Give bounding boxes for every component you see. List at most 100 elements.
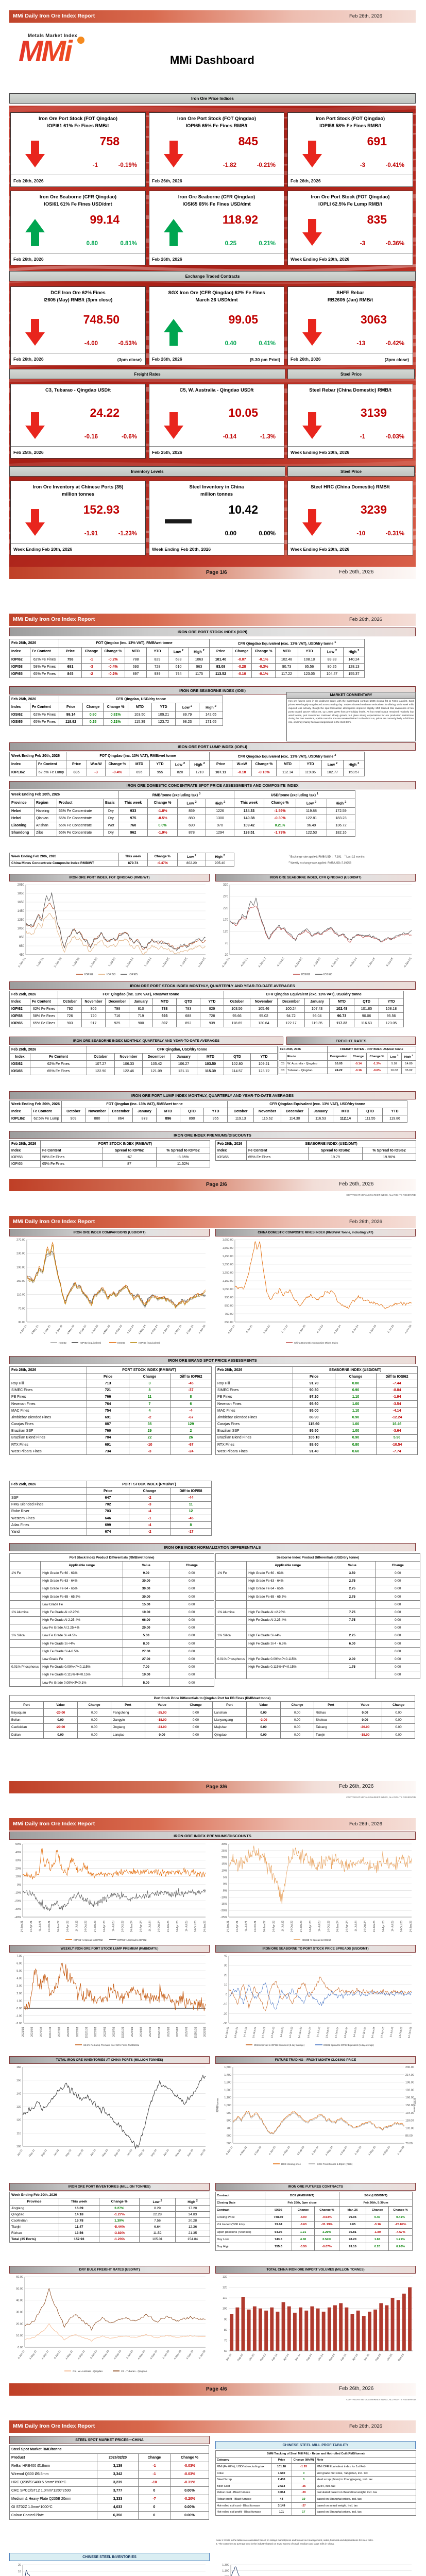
svg-text:IOSI65: IOSI65 [117,1342,125,1345]
svg-text:70.00: 70.00 [405,2142,413,2145]
svg-text:14-Apr-22: 14-Apr-22 [270,2026,276,2038]
svg-text:1,200: 1,200 [224,2089,231,2092]
svg-text:14-Apr-21: 14-Apr-21 [30,1921,33,1932]
svg-text:650.00: 650.00 [225,1321,233,1324]
svg-text:-30: -30 [223,2022,227,2025]
svg-text:14-Apr-25: 14-Apr-25 [380,2026,385,2038]
svg-text:IOPI58: IOPI58 [107,973,115,976]
svg-text:600: 600 [227,2134,231,2138]
svg-text:14-Apr-24: 14-Apr-24 [344,2026,349,2038]
svg-text:14-Apr-21: 14-Apr-21 [236,1921,239,1932]
svg-text:100: 100 [223,2308,227,2311]
svg-text:14-Oct-21: 14-Oct-21 [252,2026,257,2038]
svg-text:14-Apr-22: 14-Apr-22 [66,1921,70,1932]
svg-text:2025/4/1: 2025/4/1 [176,2027,179,2037]
svg-text:14-Jan-21: 14-Jan-21 [21,1921,24,1933]
svg-text:14-Jul-25: 14-Jul-25 [185,1921,189,1931]
svg-text:IOSI62: IOSI62 [301,973,310,976]
svg-text:1850: 1850 [18,892,25,895]
svg-text:130: 130 [223,2276,227,2279]
svg-text:14-Jul-24: 14-Jul-24 [149,1921,152,1931]
svg-text:1,400: 1,400 [224,2074,231,2077]
svg-text:14-Oct-25: 14-Oct-25 [194,1921,197,1932]
svg-text:18: 18 [18,2570,21,2573]
svg-text:14-Oct-24: 14-Oct-24 [158,1921,161,1932]
svg-text:-30%: -30% [14,1908,21,1911]
svg-text:-20: -20 [223,2012,227,2015]
svg-text:0%: 0% [223,1883,227,1886]
svg-text:800: 800 [227,2120,231,2123]
svg-text:5%: 5% [223,1876,227,1879]
svg-text:0.00: 0.00 [18,2346,23,2349]
svg-text:230.00: 230.00 [405,2066,414,2069]
svg-text:110.00: 110.00 [17,1294,25,1297]
svg-text:70: 70 [224,2339,227,2342]
svg-text:166.00: 166.00 [405,2096,414,2099]
svg-text:950.00: 950.00 [225,1296,233,1299]
svg-text:10%: 10% [15,1875,21,1878]
svg-text:14-Oct-22: 14-Oct-22 [84,1921,88,1932]
svg-text:14-Jul-23: 14-Jul-23 [318,1921,321,1931]
svg-text:70: 70 [225,942,228,945]
svg-text:2021/7/1: 2021/7/1 [40,2027,43,2037]
svg-text:14-Jan-23: 14-Jan-23 [300,1921,303,1933]
svg-text:1,500: 1,500 [224,2066,231,2069]
svg-text:0.00: 0.00 [16,2007,22,2010]
svg-text:160: 160 [16,2066,21,2069]
svg-text:14-Jan-26: 14-Jan-26 [407,2026,413,2038]
svg-text:14-Jul-21: 14-Jul-21 [39,1921,42,1931]
svg-text:IOSI62: IOSI62 [59,1342,66,1345]
svg-text:14-Apr-24: 14-Apr-24 [346,1921,349,1932]
svg-text:14-Apr-25: 14-Apr-25 [176,1921,179,1932]
svg-text:14-Jan-25: 14-Jan-25 [373,1921,376,1933]
svg-text:110: 110 [16,2132,21,2135]
svg-text:RMB/tonne: RMB/tonne [216,2098,219,2112]
svg-text:14-Jan-26: 14-Jan-26 [203,1921,207,1933]
svg-text:1650: 1650 [18,901,25,904]
svg-text:14-Jul-22: 14-Jul-22 [280,2026,285,2038]
svg-text:-2.00: -2.00 [15,2022,22,2025]
svg-text:4.00: 4.00 [16,1977,22,1980]
svg-text:2022/7/1: 2022/7/1 [76,2027,79,2037]
svg-text:14-Apr-25: 14-Apr-25 [382,1921,385,1932]
svg-text:-10%: -10% [14,1892,21,1895]
svg-text:118.00: 118.00 [405,2120,414,2123]
svg-text:270.00: 270.00 [16,1239,25,1242]
svg-text:-10: -10 [223,2003,227,2006]
svg-text:30: 30 [224,1964,227,1968]
svg-text:14-Jul-22: 14-Jul-22 [76,1921,79,1931]
svg-text:30.00: 30.00 [16,2311,23,2314]
svg-text:100: 100 [16,2145,21,2148]
svg-text:2026/1/1: 2026/1/1 [203,2027,207,2037]
svg-text:2023/1/1: 2023/1/1 [94,2027,97,2037]
svg-text:USD/tonne: USD/tonne [413,2098,416,2112]
svg-text:134.00: 134.00 [405,2112,414,2115]
svg-text:2022/1/1: 2022/1/1 [58,2027,61,2037]
svg-text:1,100: 1,100 [222,2570,229,2573]
svg-text:14-Jan-24: 14-Jan-24 [336,1921,339,1933]
svg-text:-40%: -40% [14,1916,21,1919]
svg-text:1250: 1250 [18,919,25,922]
svg-text:14-Jul-25: 14-Jul-25 [389,2026,395,2038]
svg-text:IOPI62 (equivalent): IOPI62 (equivalent) [80,1342,101,1345]
svg-text:120: 120 [223,2286,227,2290]
svg-text:102.00: 102.00 [405,2127,414,2130]
svg-text:650: 650 [19,945,25,948]
svg-text:450: 450 [19,954,25,957]
svg-text:1,150.00: 1,150.00 [223,1280,233,1283]
svg-text:14-Apr-23: 14-Apr-23 [103,1921,106,1932]
svg-text:7.00: 7.00 [16,1955,22,1958]
svg-text:140: 140 [16,2092,21,2095]
svg-text:10%: 10% [221,1870,227,1873]
svg-text:14-Oct-22: 14-Oct-22 [291,1921,294,1932]
svg-text:14-Apr-23: 14-Apr-23 [307,2026,312,2038]
svg-text:14-Jan-24: 14-Jan-24 [334,2026,339,2038]
svg-text:150: 150 [16,2079,21,2082]
svg-text:14-Oct-25: 14-Oct-25 [400,1921,403,1932]
svg-text:IOSI65 Spread to IOPI65 Equiva: IOSI65 Spread to IOPI65 Equivalent (5-da… [254,2044,305,2046]
svg-text:120: 120 [16,2119,21,2122]
svg-text:14-Oct-21: 14-Oct-21 [48,1921,51,1932]
svg-text:62.5% Fe Lump Premium over 62%: 62.5% Fe Lump Premium over 62% Fines RMB… [83,2044,140,2046]
svg-text:120: 120 [223,930,229,934]
svg-text:14-Apr-22: 14-Apr-22 [272,1921,276,1932]
